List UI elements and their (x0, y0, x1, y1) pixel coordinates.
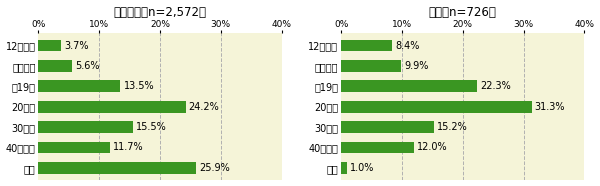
Bar (38, 121, 133, 133)
Text: 11.7%: 11.7% (113, 142, 143, 153)
Bar (341, 121, 434, 133)
Text: 13.5%: 13.5% (124, 81, 154, 91)
Text: 12.0%: 12.0% (417, 142, 448, 153)
Text: 15.5%: 15.5% (136, 122, 166, 132)
Bar (341, 101, 532, 113)
Bar (341, 60, 401, 72)
Bar (341, 162, 347, 174)
Bar (38, 142, 110, 153)
Text: 22.3%: 22.3% (480, 81, 511, 91)
Text: 5.6%: 5.6% (76, 61, 100, 71)
Text: 24.2%: 24.2% (188, 102, 220, 112)
Bar (38, 80, 121, 92)
Text: 15.2%: 15.2% (437, 122, 467, 132)
Text: 25.9%: 25.9% (199, 163, 230, 173)
Text: 1.0%: 1.0% (350, 163, 374, 173)
Title: 電話相談（n=2,572）: 電話相談（n=2,572） (113, 6, 206, 19)
Bar (38, 101, 185, 113)
Bar (38, 60, 73, 72)
Text: 3.7%: 3.7% (64, 41, 88, 51)
Title: 面談（n=726）: 面談（n=726） (429, 6, 497, 19)
Bar (38, 162, 196, 174)
Bar (341, 80, 477, 92)
Bar (341, 40, 392, 51)
Text: 9.9%: 9.9% (404, 61, 429, 71)
Text: 31.3%: 31.3% (535, 102, 565, 112)
Bar (341, 142, 414, 153)
Text: 8.4%: 8.4% (395, 41, 419, 51)
Bar (38, 40, 61, 51)
